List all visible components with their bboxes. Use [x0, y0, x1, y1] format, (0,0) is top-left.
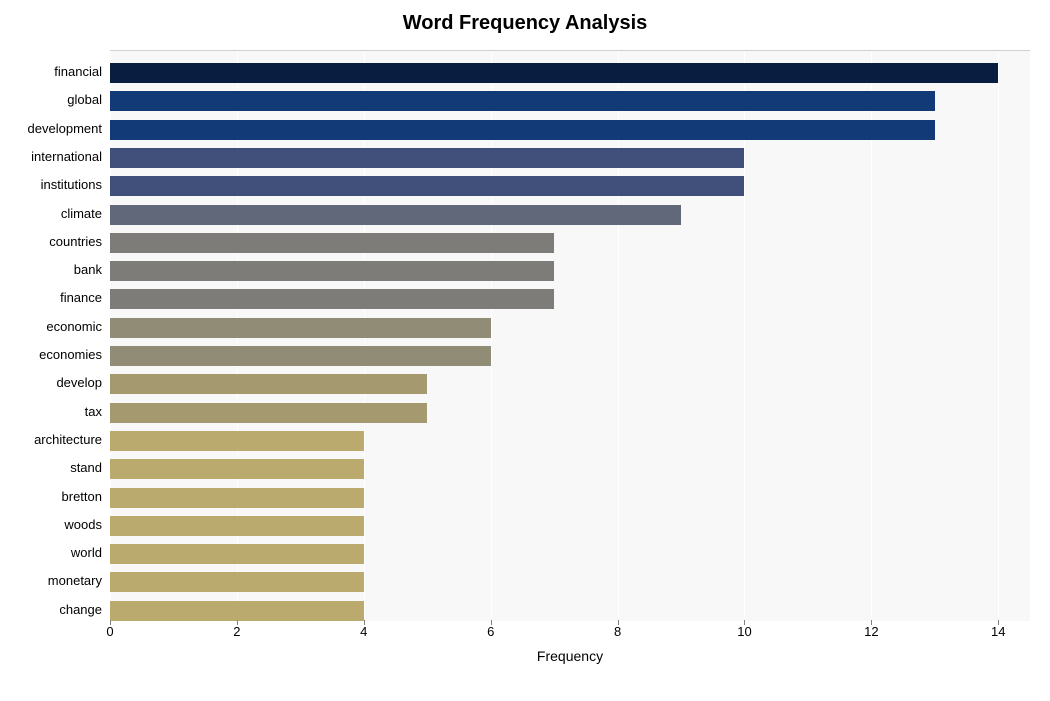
x-tick-label: 4: [360, 624, 367, 639]
bar: [110, 261, 554, 281]
x-tick-mark: [618, 620, 619, 625]
x-tick-mark: [998, 620, 999, 625]
y-tick-label: architecture: [2, 430, 102, 450]
y-tick-label: international: [2, 147, 102, 167]
y-tick-label: change: [2, 600, 102, 620]
y-tick-label: economies: [2, 345, 102, 365]
y-tick-label: woods: [2, 515, 102, 535]
bar: [110, 63, 998, 83]
bar: [110, 516, 364, 536]
x-tick-mark: [364, 620, 365, 625]
bar: [110, 431, 364, 451]
bar: [110, 148, 744, 168]
x-tick-mark: [237, 620, 238, 625]
x-tick-label: 12: [864, 624, 878, 639]
bar: [110, 403, 427, 423]
y-tick-label: world: [2, 543, 102, 563]
chart-container: Word Frequency Analysis Frequency 0 2 4 6 8 1…: [0, 0, 1050, 701]
x-tick-label: 6: [487, 624, 494, 639]
bar: [110, 91, 935, 111]
y-tick-label: financial: [2, 62, 102, 82]
y-tick-label: development: [2, 119, 102, 139]
y-tick-label: develop: [2, 373, 102, 393]
bar: [110, 318, 491, 338]
y-tick-label: climate: [2, 204, 102, 224]
x-tick-mark: [744, 620, 745, 625]
y-tick-label: stand: [2, 458, 102, 478]
x-axis-label: Frequency: [110, 648, 1030, 664]
bar: [110, 205, 681, 225]
gridline: [998, 51, 999, 621]
x-tick-mark: [491, 620, 492, 625]
bar: [110, 544, 364, 564]
bar: [110, 233, 554, 253]
chart-title: Word Frequency Analysis: [0, 12, 1050, 35]
y-tick-label: economic: [2, 317, 102, 337]
bar: [110, 374, 427, 394]
y-tick-label: institutions: [2, 175, 102, 195]
bar: [110, 289, 554, 309]
x-tick-label: 10: [737, 624, 751, 639]
bar: [110, 176, 744, 196]
x-tick-mark: [110, 620, 111, 625]
bar: [110, 346, 491, 366]
bar: [110, 120, 935, 140]
bar: [110, 601, 364, 621]
y-tick-label: finance: [2, 288, 102, 308]
bar: [110, 488, 364, 508]
x-tick-label: 2: [233, 624, 240, 639]
y-tick-label: global: [2, 90, 102, 110]
x-tick-mark: [871, 620, 872, 625]
x-tick-label: 0: [106, 624, 113, 639]
y-tick-label: monetary: [2, 571, 102, 591]
y-tick-label: tax: [2, 402, 102, 422]
y-tick-label: countries: [2, 232, 102, 252]
y-tick-label: bank: [2, 260, 102, 280]
bar: [110, 459, 364, 479]
bar: [110, 572, 364, 592]
plot-area: [110, 50, 1030, 621]
x-tick-label: 14: [991, 624, 1005, 639]
y-tick-label: bretton: [2, 487, 102, 507]
x-tick-label: 8: [614, 624, 621, 639]
